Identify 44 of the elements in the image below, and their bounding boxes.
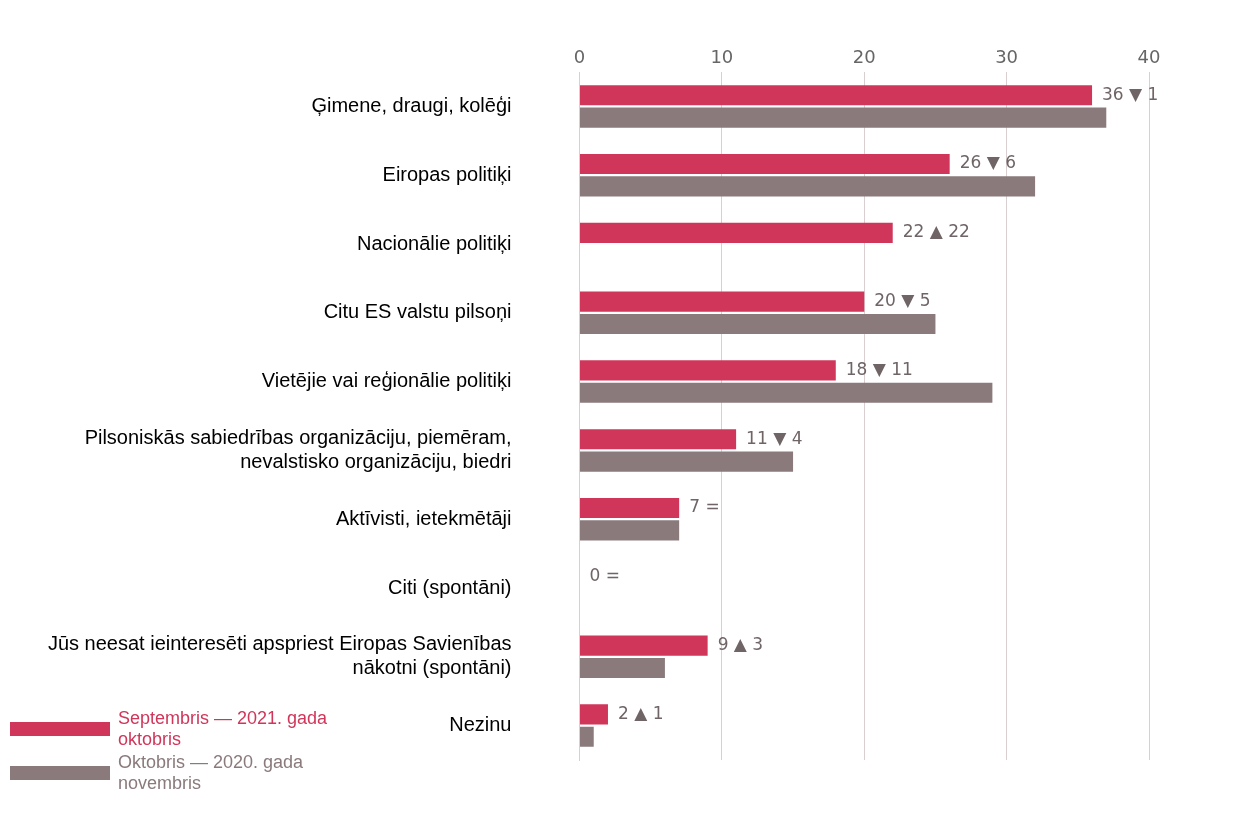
y-tick-label: Nezinu (449, 713, 512, 736)
data-label: 26 ▼ 6 (959, 152, 1017, 173)
x-tick-label: 30 (995, 45, 1019, 67)
bar (580, 176, 1036, 197)
bar (580, 153, 950, 175)
y-tick-label: Ģimene, draugi, kolēģi (311, 93, 512, 116)
y-tick-label: Aktīvisti, ietekmētāji (335, 506, 512, 529)
bar (580, 107, 1107, 128)
y-tick-label: Nacionālie politiķi (356, 231, 512, 254)
bar (580, 635, 708, 656)
data-label: 36 ▼ 1 (1102, 83, 1159, 104)
data-label: 20 ▼ 5 (874, 290, 931, 311)
bar (580, 520, 680, 541)
bar (580, 85, 1093, 106)
bar (580, 704, 608, 725)
bar (580, 360, 836, 381)
bar (580, 657, 665, 679)
bar (580, 291, 865, 312)
data-label: 0 = (589, 565, 620, 586)
bar (580, 222, 893, 243)
bar (580, 382, 993, 403)
bar (580, 429, 737, 450)
data-label: 9 ▲ 3 (717, 634, 764, 655)
text: Septembris — 2021. gada oktobris (118, 708, 328, 750)
x-tick-label: 0 (573, 45, 586, 67)
y-tick-label: Citi (spontāni) (388, 575, 512, 598)
y-tick-label: Pilsoniskās sabiedrības organizāciju, piemēram, nevalstisko organizāciju, biedri (84, 425, 512, 472)
data-label: 22 ▲ 22 (902, 221, 970, 242)
data-label: 7 = (689, 496, 720, 517)
y-tick-label: Jūs neesat ieinteresēti apspriest Eiropas Savienības nākotni (spontāni) (47, 632, 512, 679)
bar (580, 726, 594, 747)
text: Oktobris — 2020. gada novembris (118, 752, 305, 794)
bar (580, 451, 794, 472)
data-label: 18 ▼ 11 (845, 358, 913, 379)
x-tick-label: 20 (852, 45, 876, 67)
x-tick-label: 10 (710, 45, 734, 67)
x-tick-label: 40 (1137, 45, 1161, 67)
y-tick-label: Citu ES valstu pilsoņi (323, 300, 512, 323)
bar (580, 497, 680, 519)
data-label: 11 ▼ 4 (746, 427, 803, 448)
data-label: 2 ▲ 1 (617, 702, 664, 723)
y-tick-label: Vietējie vai reģionālie politiķi (261, 369, 512, 392)
bar (580, 313, 936, 335)
y-tick-label: Eiropas politiķi (382, 162, 512, 185)
